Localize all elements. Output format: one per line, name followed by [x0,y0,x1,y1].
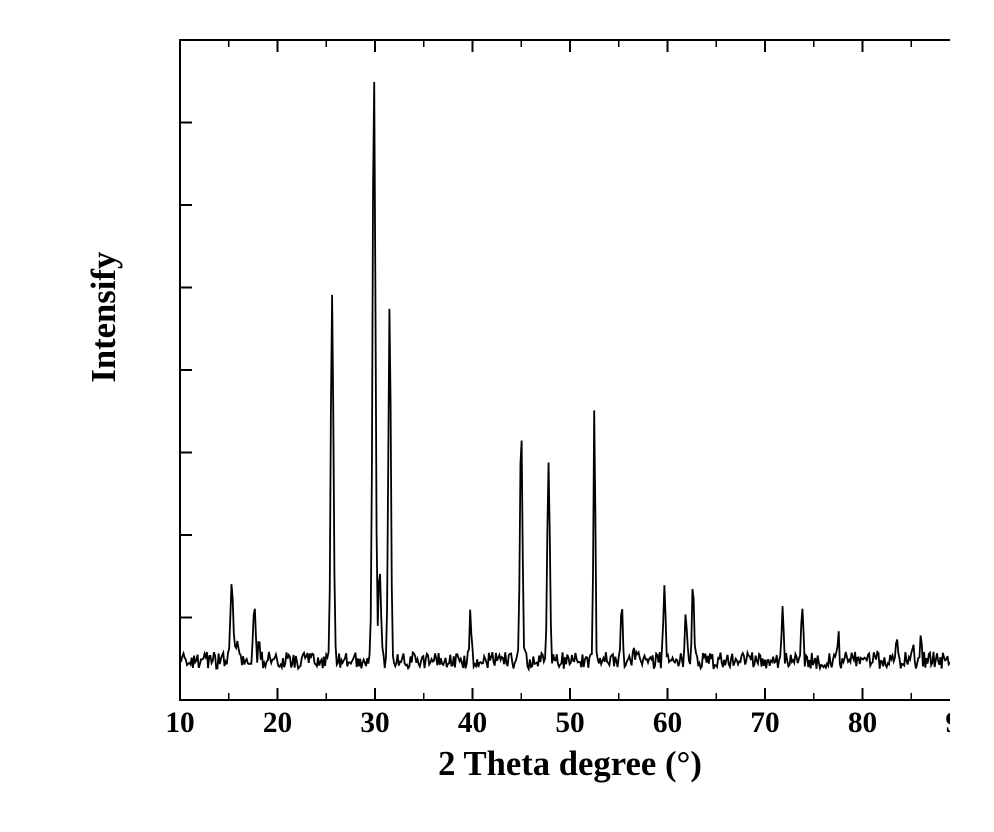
x-tick-label: 10 [165,707,194,739]
x-tick-label: 70 [750,707,779,739]
x-tick-label: 60 [653,707,682,739]
x-tick-label: 20 [263,707,292,739]
xrd-chart: 10 20 30 40 50 60 70 80 90 2 Theta degree (°) In… [50,10,950,820]
plot-frame [180,40,950,700]
x-axis-ticks-bottom [180,688,950,700]
y-axis-title: Intensify [85,252,123,383]
y-axis-ticks-left [180,40,192,700]
x-axis-title: 2 Theta degree (°) [438,745,702,783]
x-axis-tick-labels: 10 20 30 40 50 60 70 80 90 [165,707,950,739]
chart-svg: 10 20 30 40 50 60 70 80 90 2 Theta degree (°) In… [50,10,950,820]
x-axis-ticks-top [180,40,950,52]
x-tick-label: 30 [360,707,389,739]
x-tick-label: 80 [848,707,877,739]
xrd-trace [180,82,950,669]
x-tick-label: 90 [945,707,950,739]
x-tick-label: 50 [555,707,584,739]
x-tick-label: 40 [458,707,487,739]
